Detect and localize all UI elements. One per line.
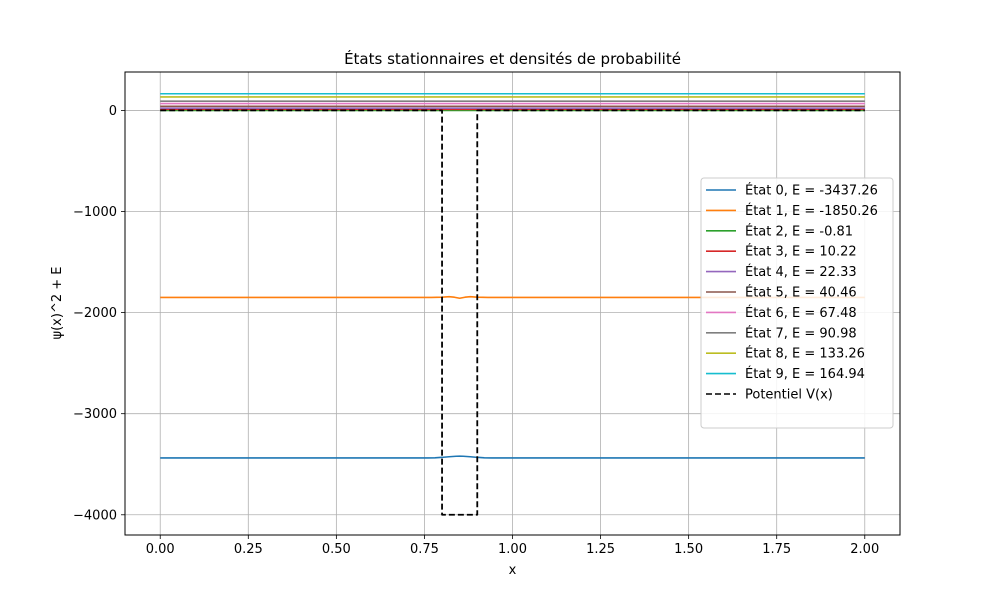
legend-label-3: État 3, E = 10.22 xyxy=(745,244,857,260)
series-line-1 xyxy=(160,295,865,300)
y-tick-label: −4000 xyxy=(73,508,117,523)
x-tick-label: 0.25 xyxy=(234,542,263,557)
series-layer xyxy=(160,92,865,516)
legend-label-6: État 6, E = 67.48 xyxy=(745,305,857,321)
legend-label-7: État 7, E = 90.98 xyxy=(745,325,857,341)
x-axis-ticks: 0.00 0.25 0.50 0.75 1.00 1.25 1.50 1.75 2.00 xyxy=(146,535,879,557)
x-tick-label: 0.50 xyxy=(322,542,351,557)
legend-label-0: État 0, E = -3437.26 xyxy=(745,183,878,199)
series-line-10 xyxy=(160,109,865,516)
y-tick-label: −3000 xyxy=(73,407,117,422)
legend-frame xyxy=(700,177,894,429)
y-tick-label: −1000 xyxy=(73,205,117,220)
legend-label-9: État 9, E = 164.94 xyxy=(745,366,865,382)
legend-entries: État 0, E = -3437.26 État 1, E = -1850.26… xyxy=(706,183,878,403)
legend-label-2: État 2, E = -0.81 xyxy=(745,223,853,239)
y-axis-ticks: 0 −1000 −2000 −3000 −4000 xyxy=(73,104,125,523)
chart-title: États stationnaires et densités de proba… xyxy=(344,49,681,68)
x-tick-label: 1.75 xyxy=(762,542,791,557)
y-axis-label: ψ(x)^2 + E xyxy=(50,267,65,340)
legend-label-8: État 8, E = 133.26 xyxy=(745,346,865,362)
legend-label-10: Potentiel V(x) xyxy=(745,388,833,403)
x-tick-label: 2.00 xyxy=(850,542,879,557)
x-tick-label: 0.75 xyxy=(410,542,439,557)
y-tick-label: −2000 xyxy=(73,306,117,321)
x-axis-label: x xyxy=(509,563,517,578)
x-tick-label: 1.50 xyxy=(674,542,703,557)
x-tick-label: 0.00 xyxy=(146,542,175,557)
legend-label-1: État 1, E = -1850.26 xyxy=(745,203,878,219)
series-line-0 xyxy=(160,455,865,459)
legend: État 0, E = -3437.26 État 1, E = -1850.26… xyxy=(700,177,894,429)
y-tick-label: 0 xyxy=(109,104,117,119)
x-tick-label: 1.25 xyxy=(586,542,615,557)
x-tick-label: 1.00 xyxy=(498,542,527,557)
legend-label-5: État 5, E = 40.46 xyxy=(745,285,857,301)
legend-label-4: État 4, E = 22.33 xyxy=(745,264,857,280)
